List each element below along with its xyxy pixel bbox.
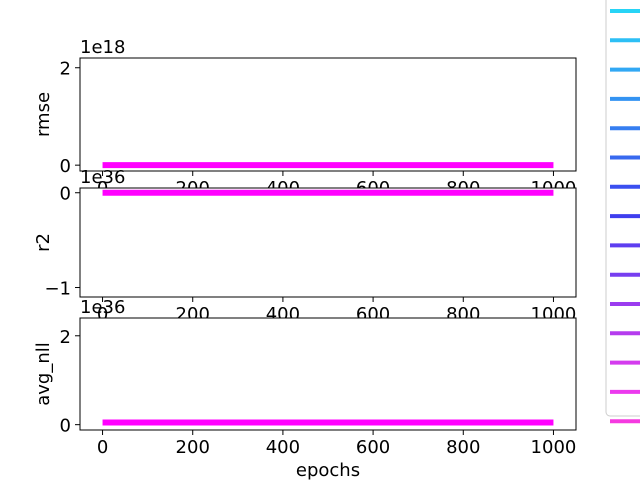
x-tick-label: 800 xyxy=(446,437,480,458)
x-tick-label: 200 xyxy=(176,437,210,458)
y-axis-label: avg_nll xyxy=(33,342,54,406)
offset-text: 1e18 xyxy=(80,37,125,58)
y-tick-label: 0 xyxy=(60,416,71,437)
y-axis-label: r2 xyxy=(33,233,54,252)
y-tick-label: −1 xyxy=(44,279,71,300)
offset-text: 1e36 xyxy=(80,167,125,188)
y-tick-label: 0 xyxy=(60,184,71,205)
x-tick-label: 1000 xyxy=(531,437,577,458)
legend xyxy=(605,0,640,424)
y-axis-label: rmse xyxy=(33,92,54,137)
x-tick-label: 0 xyxy=(97,304,108,325)
x-tick-label: 400 xyxy=(266,437,300,458)
legend-frame xyxy=(605,0,640,417)
y-tick-label: 2 xyxy=(60,59,71,80)
subplot-rmse: 02004006008001000021e18rmse xyxy=(33,37,577,199)
axes-frame xyxy=(79,187,577,298)
axes-frame xyxy=(79,317,577,431)
y-tick-label: 2 xyxy=(60,327,71,348)
axes-frame xyxy=(79,57,577,172)
x-tick-label: 0 xyxy=(97,437,108,458)
x-tick-label: 600 xyxy=(356,437,390,458)
offset-text: 1e36 xyxy=(80,297,125,318)
y-tick-label: 0 xyxy=(60,156,71,177)
x-axis-label: epochs xyxy=(296,460,360,480)
